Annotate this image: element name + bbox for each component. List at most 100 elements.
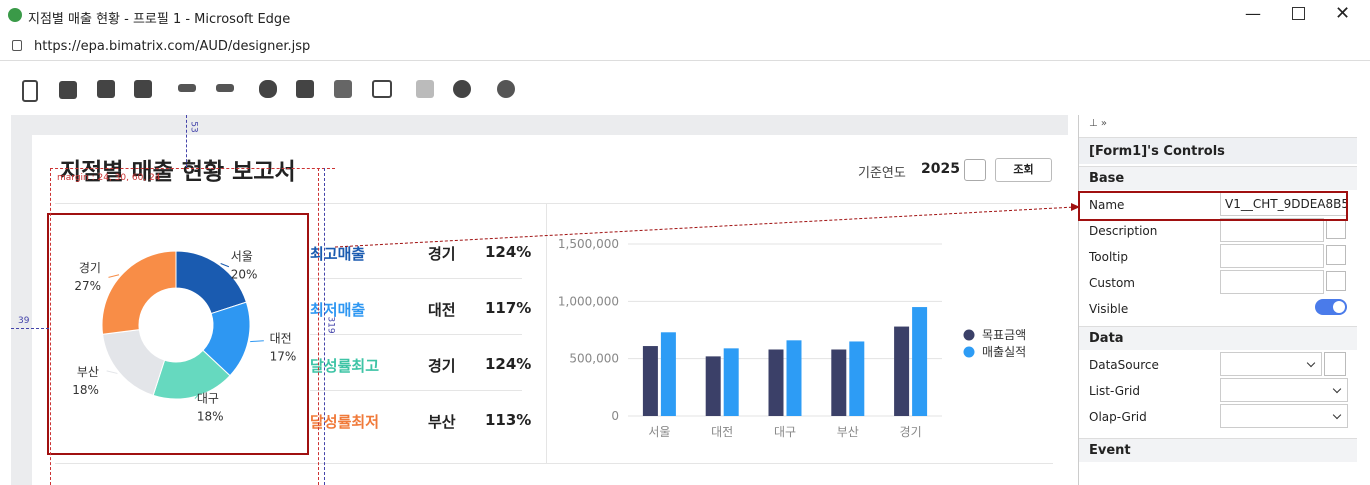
bar	[786, 340, 802, 416]
property-label: Olap-Grid	[1089, 410, 1147, 424]
minimize[interactable]: —	[1245, 4, 1261, 23]
property-label: Name	[1089, 198, 1125, 212]
ellipsis-button[interactable]	[1326, 245, 1346, 265]
leader-line	[194, 394, 199, 399]
settings-icon[interactable]	[497, 80, 515, 98]
divider	[546, 203, 547, 463]
toggle-knob	[1333, 301, 1345, 313]
bar	[660, 332, 676, 416]
donut-value-label: 27%	[74, 279, 101, 293]
calendar-button[interactable]	[964, 159, 986, 181]
bar	[831, 349, 847, 416]
link-arrow	[1071, 203, 1080, 211]
bar	[912, 307, 928, 416]
search-button[interactable]: 조회	[995, 158, 1052, 182]
kpi-label: 달성률최고	[310, 357, 380, 375]
report	[32, 135, 1068, 485]
guide-label: margin : 24, 30, 60, 24	[57, 173, 161, 183]
guide-label: 39	[18, 316, 30, 326]
y-tick-label: 1,000,000	[558, 294, 619, 308]
kpi-label: 달성률최저	[310, 413, 380, 431]
window-title: 지점별 매출 현황 - 프로필 1 - Microsoft Edge	[28, 12, 291, 27]
url[interactable]: https://epa.bimatrix.com/AUD/designer.js…	[34, 39, 311, 54]
year-value: 2025	[921, 161, 960, 177]
kpi-label: 최저매출	[310, 301, 366, 319]
leader-line	[250, 340, 264, 343]
panel-header[interactable]: [Form1]'s Controls	[1079, 137, 1357, 164]
donut-value-label: 18%	[72, 383, 99, 397]
section-header[interactable]: Base	[1079, 166, 1357, 190]
y-tick-label: 0	[611, 409, 619, 423]
pin-icon[interactable]: ⊥ »	[1089, 118, 1108, 129]
donut-label: 서울	[231, 249, 253, 263]
property-label: List-Grid	[1089, 384, 1140, 398]
tree-icon[interactable]	[334, 80, 352, 98]
donut-label: 대구	[197, 391, 219, 405]
y-tick-label: 500,000	[569, 352, 619, 366]
section-header[interactable]: Event	[1079, 438, 1357, 462]
property-label: DataSource	[1089, 358, 1159, 372]
kpi-branch: 경기	[428, 245, 456, 263]
toolbar	[0, 62, 1370, 114]
new-icon[interactable]	[22, 80, 38, 102]
leader-line	[108, 274, 120, 278]
bar	[768, 349, 784, 416]
property-input[interactable]	[1220, 270, 1324, 294]
property-input[interactable]	[1220, 218, 1324, 242]
leader-line	[106, 370, 118, 374]
code-icon[interactable]	[372, 80, 392, 98]
property-input[interactable]: V1__CHT_9DDEA8B54	[1220, 192, 1348, 216]
bar	[705, 356, 721, 416]
dropdown[interactable]	[1220, 352, 1322, 376]
dropdown[interactable]	[1220, 378, 1348, 402]
guide-line	[11, 328, 49, 329]
lock-icon	[12, 40, 22, 51]
save-all-icon[interactable]	[134, 80, 152, 98]
link-line	[334, 206, 1076, 248]
ellipsis-button[interactable]	[1326, 271, 1346, 291]
title-bar: 지점별 매출 현황 - 프로필 1 - Microsoft Edge — ✕	[0, 0, 1370, 32]
x-tick-label: 부산	[837, 425, 859, 439]
property-input[interactable]	[1220, 244, 1324, 268]
close[interactable]: ✕	[1335, 3, 1351, 24]
kpi-branch: 부산	[428, 413, 456, 431]
section-header[interactable]: Data	[1079, 326, 1357, 350]
kpi-rate: 113%	[485, 411, 532, 429]
legend-label: 목표금액	[982, 328, 1026, 342]
report-title: 지점별 매출 현황 보고서	[60, 159, 296, 185]
property-label: Custom	[1089, 276, 1135, 290]
save-icon[interactable]	[97, 80, 115, 98]
x-tick-label: 대전	[711, 425, 733, 439]
maximize[interactable]	[1292, 7, 1305, 20]
guide-line	[50, 168, 335, 169]
donut-value-label: 18%	[197, 409, 224, 423]
divider	[55, 463, 1053, 464]
redo-icon[interactable]	[216, 84, 234, 92]
donut-label: 대전	[270, 331, 292, 345]
donut-slice	[102, 329, 166, 397]
donut-value-label: 20%	[231, 267, 258, 281]
undo-icon[interactable]	[178, 84, 196, 92]
bar	[894, 326, 910, 416]
ellipsis-button[interactable]	[1324, 352, 1346, 376]
open-icon[interactable]	[59, 81, 77, 99]
tools-icon[interactable]	[296, 80, 314, 98]
dropdown[interactable]	[1220, 404, 1348, 428]
leader-line	[220, 263, 230, 268]
app-icon	[8, 8, 22, 22]
x-tick-label: 서울	[648, 425, 670, 439]
edit-icon[interactable]	[416, 80, 434, 98]
selection-box	[47, 213, 309, 455]
selection-box	[1078, 191, 1348, 221]
bar	[849, 341, 865, 416]
db-icon[interactable]	[259, 80, 277, 98]
legend-label: 매출실적	[982, 345, 1026, 359]
kpi-divider	[310, 334, 522, 335]
kpi-divider	[310, 390, 522, 391]
run-icon[interactable]	[453, 80, 471, 98]
canvas	[11, 115, 1068, 485]
property-label: Tooltip	[1089, 250, 1128, 264]
ellipsis-button[interactable]	[1326, 219, 1346, 239]
